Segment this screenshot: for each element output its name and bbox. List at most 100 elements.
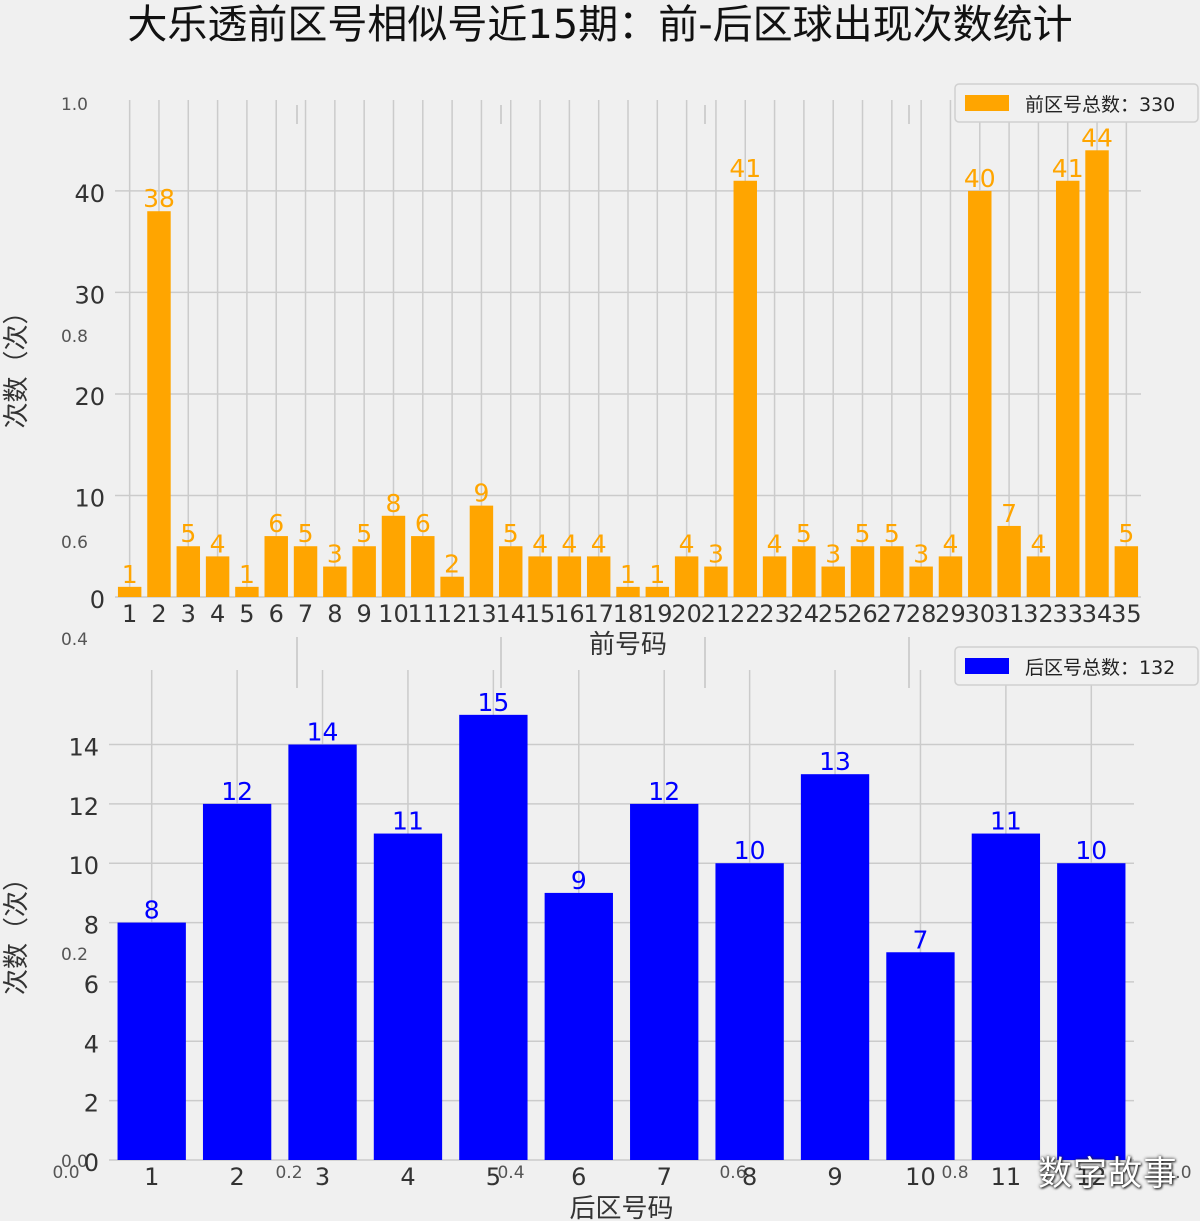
x-tick-label: 4 [400, 1163, 415, 1191]
bar [971, 833, 1041, 1160]
bar-value-label: 7 [913, 925, 929, 954]
x-tick-label: 11 [408, 600, 439, 628]
bar [997, 525, 1021, 597]
bar [909, 566, 933, 597]
bar [586, 556, 611, 597]
x-tick-label: 31 [994, 600, 1025, 628]
bar-value-label: 5 [356, 519, 372, 548]
ghost-y-tick-label: 0.2 [61, 945, 88, 965]
bar [373, 833, 443, 1160]
y-axis-label: 次数（次） [2, 298, 32, 428]
bar [1055, 180, 1080, 597]
bar-value-label: 38 [143, 184, 175, 213]
ghost-y-tick-label: 0.6 [61, 533, 88, 553]
bar-value-label: 6 [268, 509, 284, 538]
bar-value-label: 5 [503, 519, 519, 548]
bar-value-label: 4 [210, 529, 226, 558]
x-tick-label: 21 [701, 600, 732, 628]
x-tick-label: 2 [151, 600, 166, 628]
x-tick-label: 12 [1076, 1163, 1107, 1191]
bar-value-label: 5 [180, 519, 196, 548]
bar [235, 586, 259, 597]
x-tick-label: 9 [357, 600, 372, 628]
bar [715, 863, 784, 1160]
bar-value-label: 8 [386, 489, 402, 518]
x-tick-label: 4 [210, 600, 225, 628]
bar-value-label: 4 [591, 529, 607, 558]
y-axis-label: 次数（次） [2, 865, 32, 995]
bar-value-label: 2 [444, 550, 460, 579]
bar-value-label: 9 [571, 866, 587, 895]
bar [117, 922, 186, 1160]
bar [557, 556, 582, 597]
bar [499, 546, 523, 597]
x-tick-label: 7 [657, 1163, 672, 1191]
bar [323, 566, 347, 597]
x-tick-label: 30 [964, 600, 995, 628]
bar-value-label: 1 [239, 560, 255, 589]
x-tick-label: 9 [827, 1163, 842, 1191]
x-tick-label: 3 [181, 600, 196, 628]
bar-value-label: 12 [648, 777, 680, 806]
bar [205, 556, 230, 597]
x-tick-label: 5 [486, 1163, 501, 1191]
bar-value-label: 11 [392, 807, 424, 836]
bar [1114, 546, 1139, 597]
x-tick-label: 1 [122, 600, 137, 628]
ghost-y-tick-label: 1.0 [61, 95, 88, 115]
x-tick-label: 8 [742, 1163, 757, 1191]
ghost-y-tick-label: 0.8 [61, 327, 88, 347]
x-tick-label: 5 [239, 600, 254, 628]
x-tick-label: 10 [378, 600, 409, 628]
x-tick-label: 8 [327, 600, 342, 628]
y-tick-label: 0 [84, 1149, 99, 1177]
bar [886, 952, 955, 1160]
x-tick-label: 35 [1111, 600, 1142, 628]
x-tick-label: 12 [437, 600, 468, 628]
bar-value-label: 13 [819, 747, 851, 776]
y-tick-label: 40 [74, 180, 105, 208]
y-tick-label: 4 [84, 1030, 99, 1058]
y-tick-label: 10 [68, 852, 99, 880]
bar [938, 556, 963, 597]
y-tick-label: 0 [90, 586, 105, 614]
bar-value-label: 40 [964, 164, 996, 193]
x-tick-label: 34 [1082, 600, 1113, 628]
bar [147, 211, 171, 597]
x-tick-label: 6 [269, 600, 284, 628]
ghost-x-tick-label: 0.6 [719, 1163, 746, 1183]
bar-value-label: 7 [1001, 499, 1017, 528]
bar-value-label: 3 [708, 540, 724, 569]
ghost-y-tick-label: 0.4 [61, 630, 88, 650]
bar [821, 566, 845, 597]
ghost-x-tick-label: 0.2 [275, 1163, 302, 1183]
watermark: 数字故事 [1038, 1154, 1178, 1194]
x-tick-label: 19 [642, 600, 673, 628]
x-tick-label: 3 [315, 1163, 330, 1191]
bar [440, 576, 464, 597]
x-axis-label: 前号码 [589, 630, 667, 660]
bar-value-label: 3 [825, 540, 841, 569]
x-tick-label: 23 [759, 600, 790, 628]
chart-title: 大乐透前区号相似号近15期：前-后区球出现次数统计 [127, 2, 1073, 48]
bar [459, 714, 528, 1160]
bar [544, 892, 613, 1160]
x-tick-label: 32 [1023, 600, 1054, 628]
y-tick-label: 10 [74, 484, 105, 512]
y-tick-label: 14 [68, 734, 99, 762]
bar-value-label: 4 [767, 529, 783, 558]
bar-value-label: 6 [415, 509, 431, 538]
bar [762, 556, 787, 597]
ghost-y-tick-label: 0.0 [61, 1152, 88, 1172]
bar-value-label: 8 [144, 896, 160, 925]
bar [616, 586, 640, 597]
bar [733, 180, 757, 597]
bar-value-label: 1 [122, 560, 138, 589]
bar [293, 546, 318, 597]
y-tick-label: 8 [84, 912, 99, 940]
bar [288, 744, 357, 1160]
bar [792, 546, 816, 597]
x-tick-label: 17 [583, 600, 614, 628]
bar-value-label: 4 [561, 529, 577, 558]
x-tick-label: 16 [554, 600, 585, 628]
